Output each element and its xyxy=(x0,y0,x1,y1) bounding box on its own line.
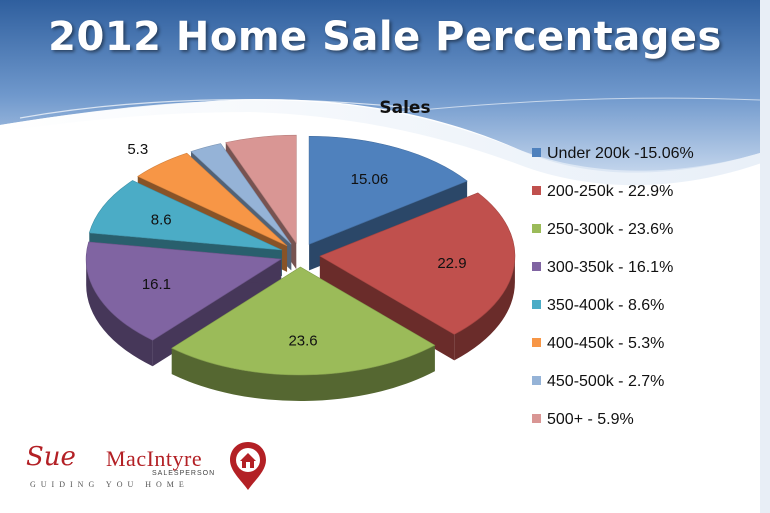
pie-slice xyxy=(137,152,288,247)
pie-slice xyxy=(308,136,468,245)
legend-swatch xyxy=(532,338,541,347)
logo-tagline: GUIDING YOU HOME xyxy=(30,480,189,489)
pie-slice-wall xyxy=(319,256,455,361)
legend-item: 300-350k - 16.1% xyxy=(532,256,762,294)
pie-slice xyxy=(85,241,283,341)
legend-label: 300-350k - 16.1% xyxy=(547,259,674,276)
data-label: 22.9 xyxy=(437,255,466,272)
legend-label: 350-400k - 8.6% xyxy=(547,297,665,314)
legend-item: 200-250k - 22.9% xyxy=(532,180,762,218)
legend-swatch xyxy=(532,414,541,423)
legend-swatch xyxy=(532,148,541,157)
legend-item: 500+ - 5.9% xyxy=(532,408,762,446)
legend-swatch xyxy=(532,186,541,195)
chart-legend: Under 200k -15.06% 200-250k - 22.9% 250-… xyxy=(532,142,762,446)
pie-slice xyxy=(190,143,292,245)
pie-slice xyxy=(225,134,297,245)
legend-swatch xyxy=(532,300,541,309)
data-label: 16.1 xyxy=(142,276,171,293)
house-pin-icon xyxy=(230,442,266,490)
legend-label: 500+ - 5.9% xyxy=(547,411,634,428)
legend-swatch xyxy=(532,262,541,271)
legend-item: 250-300k - 23.6% xyxy=(532,218,762,256)
pie-slice xyxy=(171,266,436,376)
legend-item: 450-500k - 2.7% xyxy=(532,370,762,408)
legend-label: 250-300k - 23.6% xyxy=(547,221,674,238)
legend-label: 400-450k - 5.3% xyxy=(547,335,665,352)
legend-label: Under 200k -15.06% xyxy=(547,145,694,162)
pie-slice xyxy=(88,180,282,251)
pie-slice-edge xyxy=(86,259,153,367)
legend-item: 400-450k - 5.3% xyxy=(532,332,762,370)
pie-slice-edge xyxy=(454,256,515,361)
pie-slice xyxy=(319,192,516,335)
logo-title-text: SALESPERSON xyxy=(152,470,216,477)
legend-label: 200-250k - 22.9% xyxy=(547,183,674,200)
legend-item: 350-400k - 8.6% xyxy=(532,294,762,332)
pie-slice-wall xyxy=(152,259,282,367)
data-label: 23.6 xyxy=(288,332,317,349)
data-label: 15.06 xyxy=(351,171,389,188)
legend-item: Under 200k -15.06% xyxy=(532,142,762,180)
slide-title: 2012 Home Sale Percentages xyxy=(48,14,722,60)
data-label: 5.3 xyxy=(127,141,148,158)
legend-label: 450-500k - 2.7% xyxy=(547,373,665,390)
data-label: 8.6 xyxy=(151,211,172,228)
legend-swatch xyxy=(532,224,541,233)
legend-swatch xyxy=(532,376,541,385)
logo-script-text: Sue xyxy=(26,442,76,472)
logo-name-text: MacIntyre xyxy=(106,446,203,471)
company-logo: Sue MacIntyre SALESPERSON GUIDING YOU HO… xyxy=(22,436,282,496)
pie-slice-edge xyxy=(171,345,435,401)
chart-title: Sales xyxy=(379,98,431,118)
